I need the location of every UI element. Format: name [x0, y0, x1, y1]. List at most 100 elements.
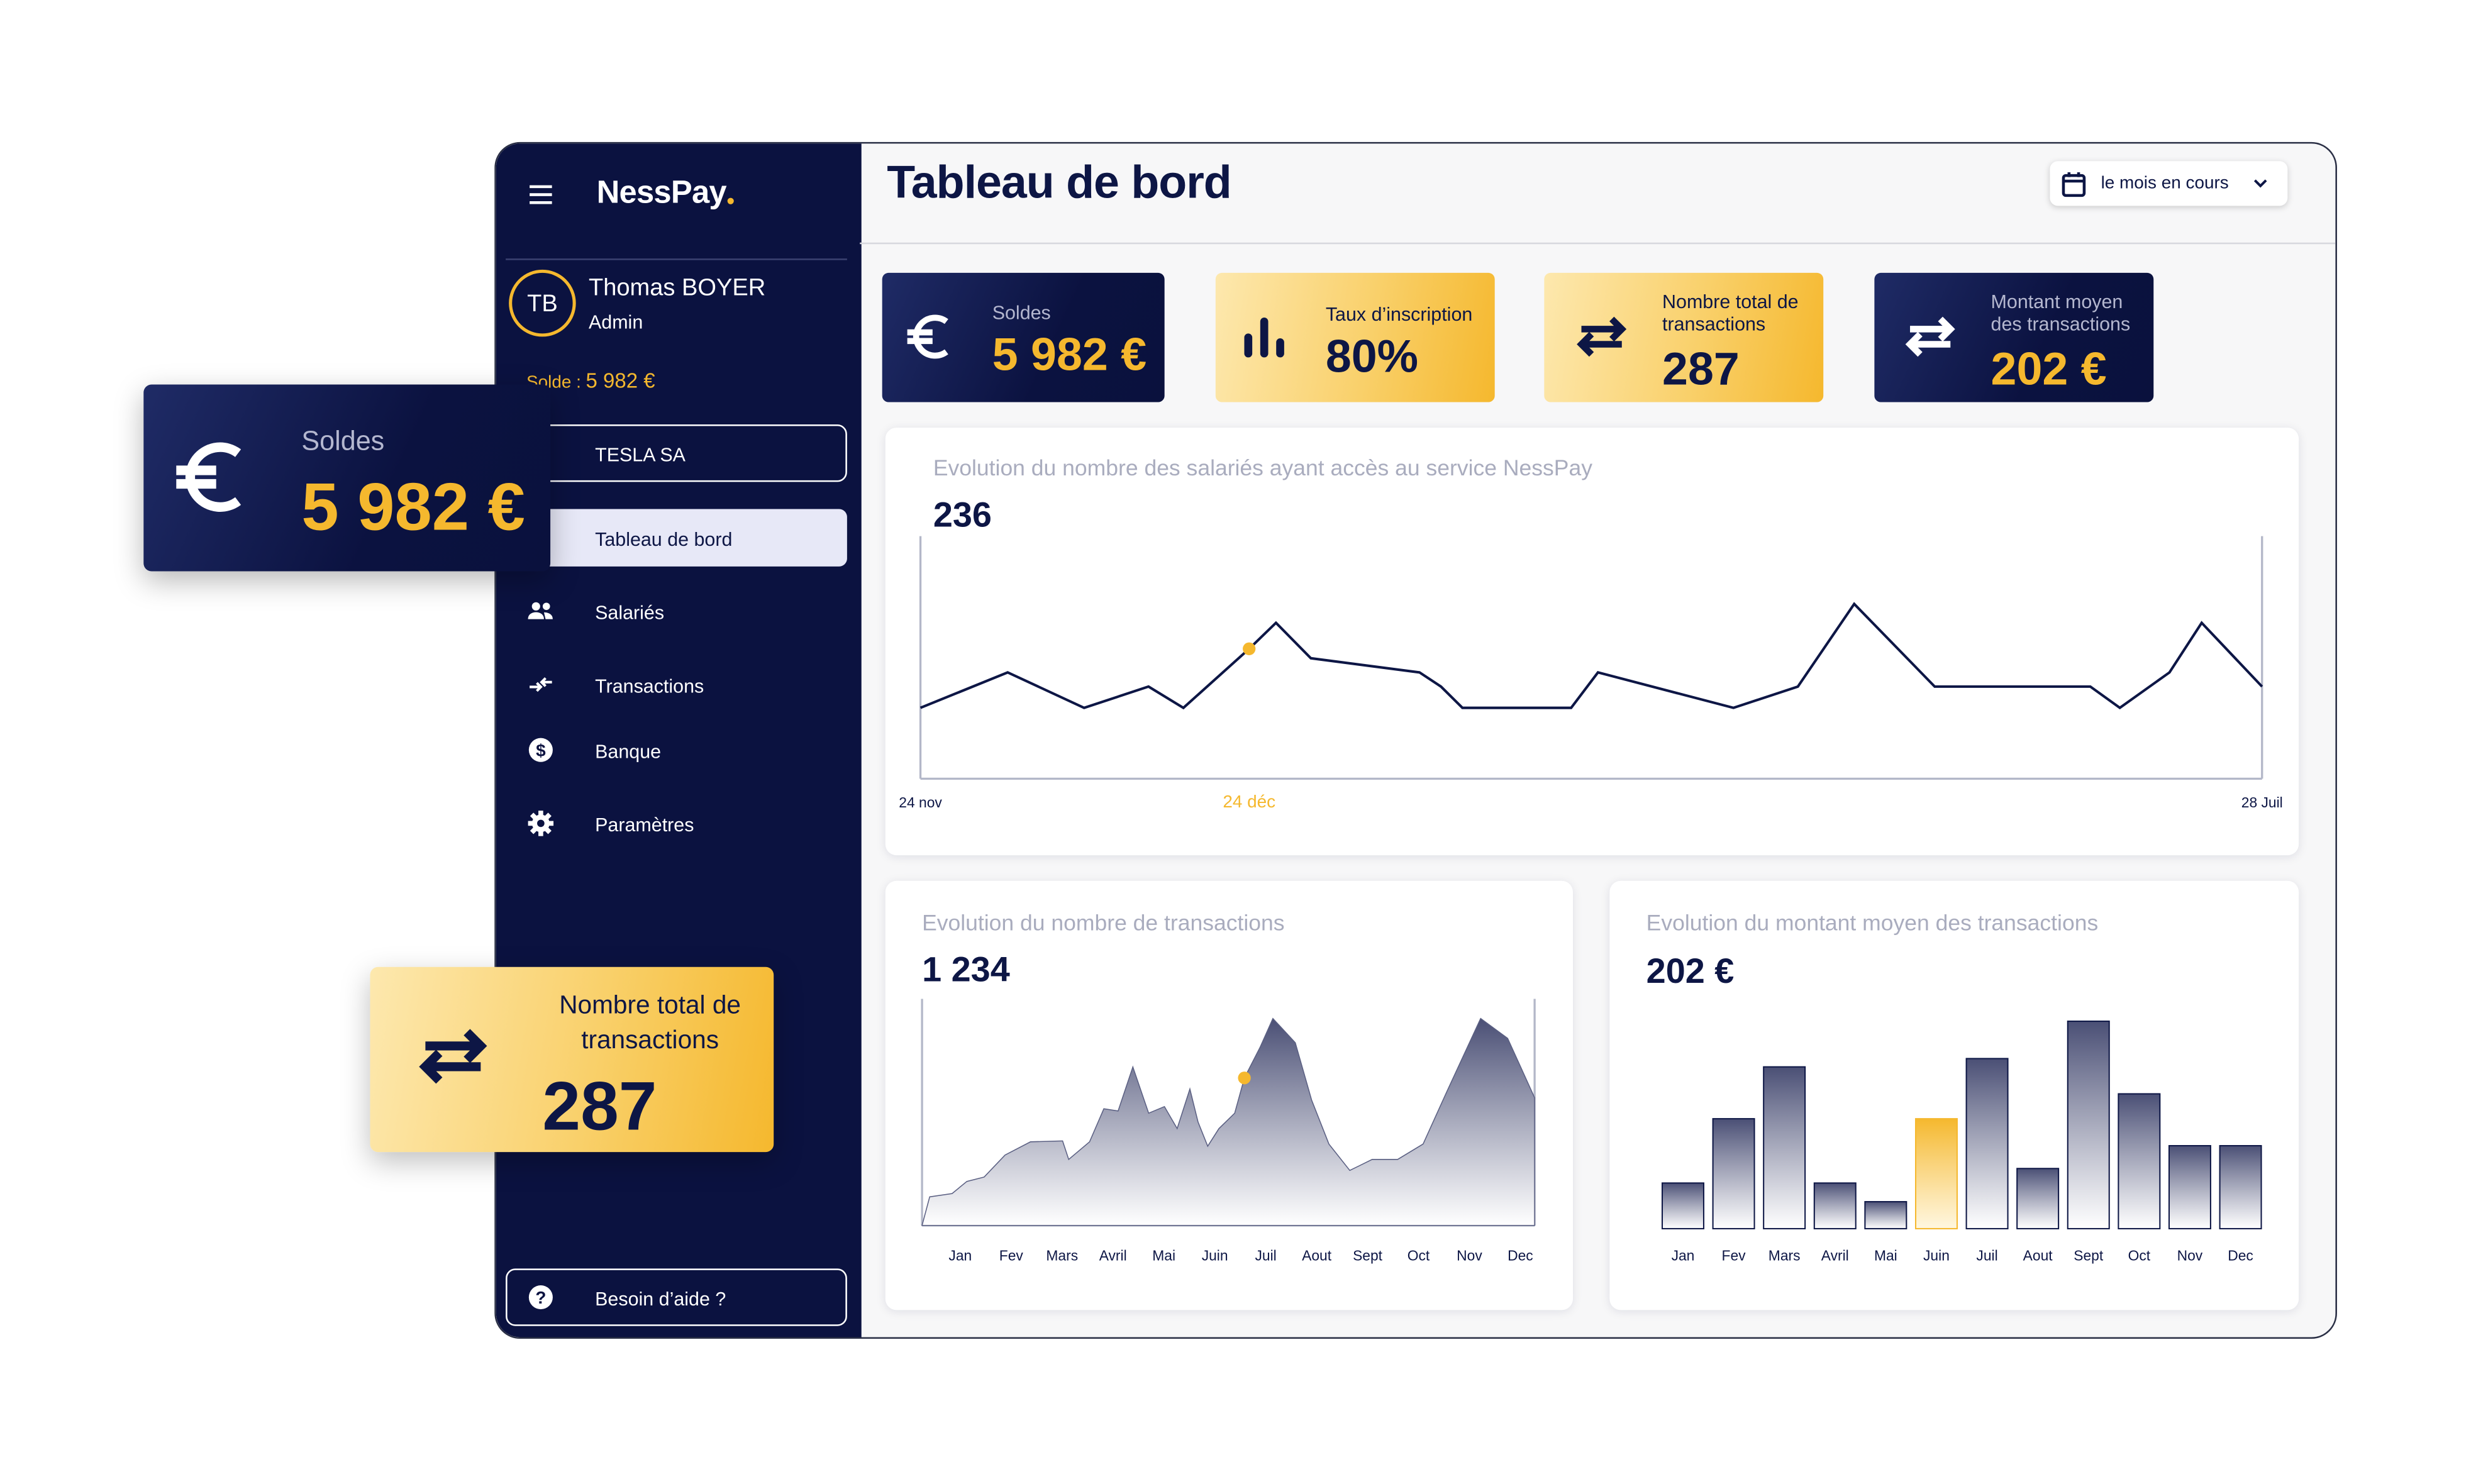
icon-transfer [530, 677, 552, 692]
chart-headline: 202 € [1646, 951, 1735, 991]
x-tick-label: Oct [1408, 1248, 1430, 1264]
balance: Solde : 5 982 € [526, 368, 655, 392]
x-tick-label: Oct [2128, 1248, 2151, 1264]
chart-panel: Evolution du nombre de transactions 1 23… [885, 880, 1573, 1310]
x-tick-label: Aout [2023, 1248, 2053, 1264]
x-tick-label: Fev [999, 1248, 1024, 1264]
menu-item[interactable]: Salariés [595, 601, 665, 624]
chart-title: Evolution du montant moyen des transacti… [1646, 909, 2099, 936]
period-select[interactable] [2050, 161, 2288, 206]
balance-value: 5 982 € [586, 368, 655, 393]
x-tick-label: 24 déc [1223, 792, 1275, 811]
chart: 24 nov 24 déc 28 Juil [899, 536, 2283, 811]
card-value: 5 982 € [301, 469, 525, 545]
chart: Jan Fev Mars Avril Mai Juin Juil Aout Sept Oct Nov… [921, 999, 1536, 1264]
icon-euro [907, 314, 948, 359]
x-tick-label: 28 Juil [2241, 794, 2283, 811]
x-tick-label: 24 nov [899, 794, 942, 811]
chart: Jan Fev Mars Avril Mai Juin Juil Aout Sept Oct Nov… [1661, 1021, 2262, 1264]
x-tick-label: Nov [2177, 1248, 2203, 1264]
bar [2016, 1168, 2060, 1229]
icon-settings [528, 811, 554, 836]
bar [2067, 1021, 2110, 1229]
x-tick-label: Juin [1923, 1248, 1950, 1264]
kpi-value: 287 [1662, 345, 1740, 396]
icon-help: ? [528, 1285, 553, 1310]
card-label: Soldes [301, 426, 385, 457]
icon-arrows [1577, 316, 1627, 357]
chart-title: Evolution du nombre des salariés ayant a… [933, 455, 1592, 480]
icon-bars [1244, 317, 1284, 358]
x-tick-label: Nov [1457, 1248, 1482, 1264]
chart-headline: 1 234 [922, 949, 1010, 990]
period-label: le mois en cours [2101, 174, 2229, 194]
area [921, 1017, 1535, 1226]
menu-item[interactable]: Transactions [595, 675, 704, 697]
kpi-label: Soldes [992, 301, 1051, 324]
floating-card [143, 384, 551, 572]
bar [1965, 1058, 2009, 1229]
x-tick-label: Mai [1152, 1248, 1175, 1264]
x-tick-label: Juil [1976, 1248, 1997, 1264]
brand: NessPay [597, 175, 735, 212]
card-label: Nombre total de transactions [559, 992, 741, 1055]
chart-headline: 236 [933, 494, 992, 535]
x-tick-label: Avril [1821, 1248, 1849, 1264]
bar [2118, 1093, 2161, 1229]
kpi-label: Nombre total de transactions [1662, 290, 1799, 335]
bar [2219, 1144, 2262, 1229]
menu-item[interactable]: Banque [595, 740, 662, 763]
line [919, 602, 2263, 710]
help-label: Besoin d’aide ? [595, 1287, 726, 1310]
menu-item[interactable]: Tableau de bord [595, 528, 733, 551]
kpi-label: Taux d’inscription [1325, 303, 1473, 326]
x-tick-label: Avril [1099, 1248, 1127, 1264]
x-tick-label: Mai [1874, 1248, 1897, 1264]
icon-euro [176, 442, 242, 512]
chart-panel: Evolution du montant moyen des transacti… [1609, 880, 2299, 1310]
svg-text:$: $ [536, 741, 546, 760]
icon-arrows [1905, 316, 1955, 357]
hamburger[interactable] [528, 184, 554, 206]
avatar: TB [509, 269, 576, 337]
menu-active[interactable] [506, 509, 847, 567]
x-tick-label: Juin [1202, 1248, 1228, 1264]
x-tick-label: Jan [1672, 1248, 1695, 1264]
brand-dot [728, 197, 735, 204]
icon-bank: $ [528, 738, 553, 762]
company-name: TESLA SA [595, 443, 686, 466]
menu-item[interactable]: Paramètres [595, 814, 694, 836]
svg-text:?: ? [535, 1288, 546, 1307]
bar [1712, 1118, 1755, 1229]
kpi-label: Montant moyen des transactions [1991, 290, 2131, 335]
user-role: Admin [588, 311, 643, 334]
highlight-point [1238, 1071, 1251, 1085]
header-divider [860, 242, 2336, 245]
kpi-value: 5 982 € [992, 330, 1147, 382]
bar [1813, 1182, 1857, 1229]
bar [1864, 1201, 1907, 1229]
bar [1661, 1182, 1704, 1229]
x-tick-label: Jan [948, 1248, 972, 1264]
brand-name: NessPay [596, 175, 727, 211]
page-title: Tableau de bord [887, 158, 1231, 209]
kpi-card [882, 272, 1165, 402]
bar [2168, 1144, 2211, 1229]
x-tick-label: Mars [1769, 1248, 1801, 1264]
icon-calendar [2062, 172, 2086, 197]
x-tick-label: Mars [1046, 1248, 1078, 1264]
help-button[interactable] [506, 1268, 847, 1326]
x-tick-label: Sept [2074, 1248, 2104, 1264]
card-value: 287 [542, 1069, 657, 1146]
icon-chevron [2253, 179, 2267, 188]
x-tick-label: Sept [1353, 1248, 1383, 1264]
x-tick-label: Fev [1722, 1248, 1746, 1264]
chart-panel: Evolution du nombre des salariés ayant a… [885, 428, 2299, 856]
user-name: Thomas BOYER [588, 274, 766, 302]
x-tick-label: Aout [1302, 1248, 1332, 1264]
icon-arrows [419, 1029, 487, 1084]
divider [506, 258, 847, 260]
chart-title: Evolution du nombre de transactions [922, 909, 1285, 936]
